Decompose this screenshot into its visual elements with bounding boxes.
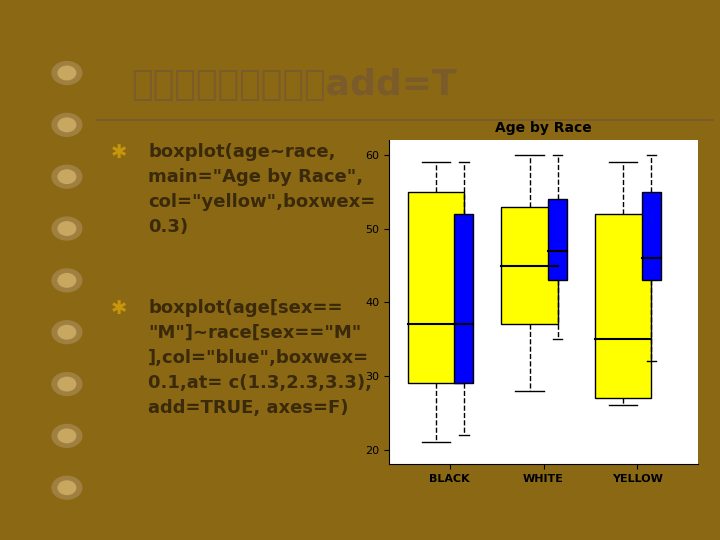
Circle shape xyxy=(52,113,82,136)
Circle shape xyxy=(52,476,82,499)
Circle shape xyxy=(58,429,76,443)
Bar xyxy=(642,192,661,280)
Text: ✱: ✱ xyxy=(111,299,127,318)
Circle shape xyxy=(52,373,82,395)
Circle shape xyxy=(52,62,82,84)
Circle shape xyxy=(52,165,82,188)
Bar xyxy=(454,214,473,383)
Text: 也可在既有圖形加入add=T: 也可在既有圖形加入add=T xyxy=(131,68,457,102)
Text: boxplot(age~race,
main="Age by Race",
col="yellow",boxwex=
0.3): boxplot(age~race, main="Age by Race", co… xyxy=(148,143,375,236)
Title: Age by Race: Age by Race xyxy=(495,121,592,135)
Bar xyxy=(408,192,464,383)
Text: boxplot(age[sex==
"M"]~race[sex=="M"
],col="blue",boxwex=
0.1,at= c(1.3,2.3,3.3): boxplot(age[sex== "M"]~race[sex=="M" ],c… xyxy=(148,299,372,416)
Circle shape xyxy=(58,170,76,184)
Circle shape xyxy=(58,118,76,132)
Circle shape xyxy=(52,217,82,240)
Circle shape xyxy=(58,326,76,339)
Bar xyxy=(549,199,567,280)
Text: ✱: ✱ xyxy=(111,143,127,162)
Circle shape xyxy=(58,481,76,495)
Circle shape xyxy=(58,274,76,287)
Circle shape xyxy=(52,269,82,292)
Circle shape xyxy=(52,424,82,447)
Circle shape xyxy=(58,66,76,80)
Bar xyxy=(501,207,558,325)
Bar xyxy=(595,214,652,398)
Circle shape xyxy=(58,222,76,235)
Circle shape xyxy=(58,377,76,391)
Circle shape xyxy=(52,321,82,343)
